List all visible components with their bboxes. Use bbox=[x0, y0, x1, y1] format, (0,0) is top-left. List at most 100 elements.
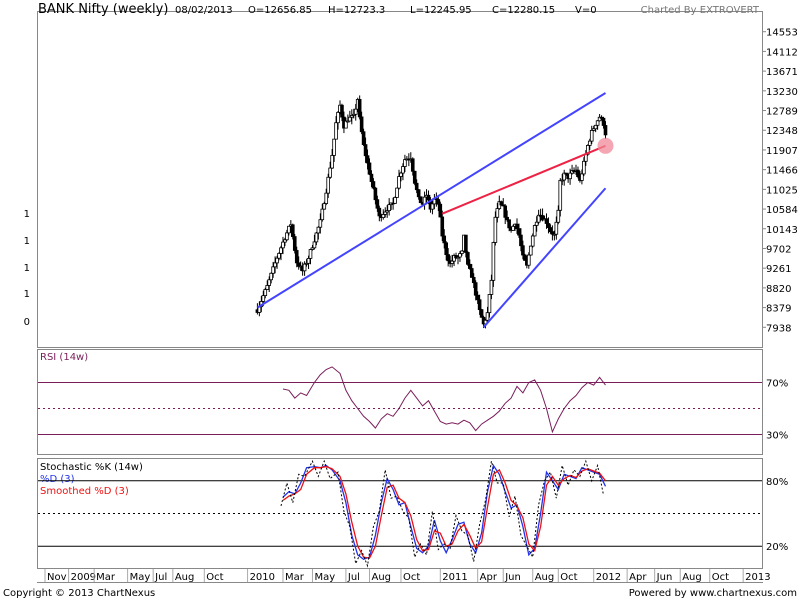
x-tick-label: 2010 bbox=[250, 572, 275, 583]
x-tick-label: Nov bbox=[47, 572, 67, 583]
header-volume: V=0 bbox=[575, 5, 597, 16]
price-tick-label: 7938 bbox=[766, 323, 791, 334]
candle-body bbox=[519, 234, 523, 247]
x-tick-label: May bbox=[314, 572, 335, 583]
candle-body bbox=[544, 218, 549, 224]
chart-title: BANK Nifty (weekly) bbox=[38, 2, 168, 17]
price-tick-label: 11907 bbox=[766, 146, 798, 157]
x-tick-label: Aug bbox=[175, 572, 195, 583]
candle-body bbox=[269, 272, 273, 281]
rsi-panel-frame bbox=[37, 349, 763, 455]
candle-body bbox=[558, 179, 563, 211]
price-tick-label: 14553 bbox=[766, 28, 798, 39]
candle-body bbox=[283, 239, 287, 243]
candle-body bbox=[399, 172, 403, 177]
chart-credit: Charted By EXTROVERT bbox=[641, 5, 760, 16]
candle-body bbox=[477, 299, 482, 311]
candle-body bbox=[501, 204, 506, 207]
price-tick-label: 11466 bbox=[766, 166, 798, 177]
price-tick-label: 9261 bbox=[766, 264, 791, 275]
candle-body bbox=[314, 232, 319, 243]
candle-body bbox=[560, 179, 565, 182]
x-tick-label: Jun bbox=[504, 572, 521, 583]
candle-body bbox=[279, 247, 283, 254]
candle-body bbox=[287, 225, 291, 234]
candle-body bbox=[328, 167, 332, 178]
candle-body bbox=[556, 209, 561, 223]
candle-body bbox=[275, 257, 279, 264]
candle-body bbox=[548, 227, 553, 233]
candle-body bbox=[591, 128, 596, 131]
candle-body bbox=[467, 263, 472, 269]
x-tick-label: Aug bbox=[535, 572, 555, 583]
candle-body bbox=[438, 203, 443, 218]
candle-body bbox=[267, 279, 271, 286]
x-tick-label: 2009 bbox=[71, 572, 96, 583]
candle-body bbox=[310, 247, 315, 250]
stochastic-smoothed-d-line bbox=[282, 465, 607, 559]
candle-body bbox=[444, 242, 448, 255]
candle-body bbox=[595, 120, 600, 126]
stochastic-k-label: Stochastic %K (14w) bbox=[40, 462, 143, 473]
header-close: C=12280.15 bbox=[492, 5, 555, 16]
rsi-line bbox=[282, 366, 606, 434]
x-tick-label: May bbox=[130, 572, 151, 583]
candle-body bbox=[546, 223, 551, 228]
candle-body bbox=[471, 277, 476, 284]
candle-body bbox=[485, 312, 490, 321]
price-tick-label: 11025 bbox=[766, 185, 798, 196]
candle-body bbox=[436, 199, 441, 205]
x-tick-label: Oct bbox=[403, 572, 420, 583]
candle-body bbox=[446, 254, 450, 262]
candle-body bbox=[277, 252, 281, 259]
rsi-level-label: 30% bbox=[766, 431, 788, 442]
candle-body bbox=[349, 115, 354, 118]
price-tick-label: 8820 bbox=[766, 284, 791, 295]
candle-body bbox=[517, 228, 521, 236]
candle-body bbox=[334, 122, 338, 140]
candle-body bbox=[568, 172, 572, 180]
candle-body bbox=[589, 129, 594, 142]
stochastic-d-line bbox=[282, 463, 607, 561]
header-low: L=12245.95 bbox=[410, 5, 472, 16]
candle-body bbox=[458, 253, 462, 258]
candle-body bbox=[540, 215, 545, 221]
candle-body bbox=[359, 116, 364, 133]
candle-body bbox=[418, 196, 423, 204]
footer-copyright: Copyright © 2013 ChartNexus bbox=[3, 588, 155, 599]
candle-body bbox=[332, 138, 336, 156]
candle-body bbox=[489, 279, 494, 295]
candle-body bbox=[601, 117, 606, 126]
candle-body bbox=[281, 241, 285, 249]
candle-body bbox=[363, 144, 368, 157]
candle-body bbox=[377, 207, 382, 217]
x-tick-label: 2013 bbox=[745, 572, 770, 583]
candle-body bbox=[294, 250, 299, 264]
candle-body bbox=[308, 249, 313, 259]
candle-body bbox=[582, 160, 586, 175]
price-tick-label: 8379 bbox=[766, 304, 791, 315]
candle-body bbox=[265, 285, 270, 290]
candle-body bbox=[534, 221, 539, 226]
candle-body bbox=[521, 245, 525, 256]
stochastic-level-label: 80% bbox=[766, 477, 788, 488]
candle-body bbox=[430, 203, 435, 210]
candle-body bbox=[346, 120, 350, 123]
candle-body bbox=[416, 189, 421, 198]
candle-body bbox=[302, 263, 307, 272]
candle-body bbox=[271, 266, 275, 274]
candle-body bbox=[365, 155, 370, 164]
candle-body bbox=[460, 250, 464, 254]
lower-trendline bbox=[482, 187, 607, 328]
candle-body bbox=[393, 197, 397, 204]
candle-body bbox=[473, 282, 478, 296]
candle-body bbox=[326, 176, 330, 194]
marker-circle bbox=[597, 137, 614, 154]
candle-body bbox=[493, 216, 498, 243]
candle-body bbox=[348, 116, 352, 122]
x-tick-label: Mar bbox=[285, 572, 305, 583]
candle-body bbox=[273, 262, 277, 268]
candle-body bbox=[316, 226, 321, 234]
candle-body bbox=[550, 231, 555, 235]
